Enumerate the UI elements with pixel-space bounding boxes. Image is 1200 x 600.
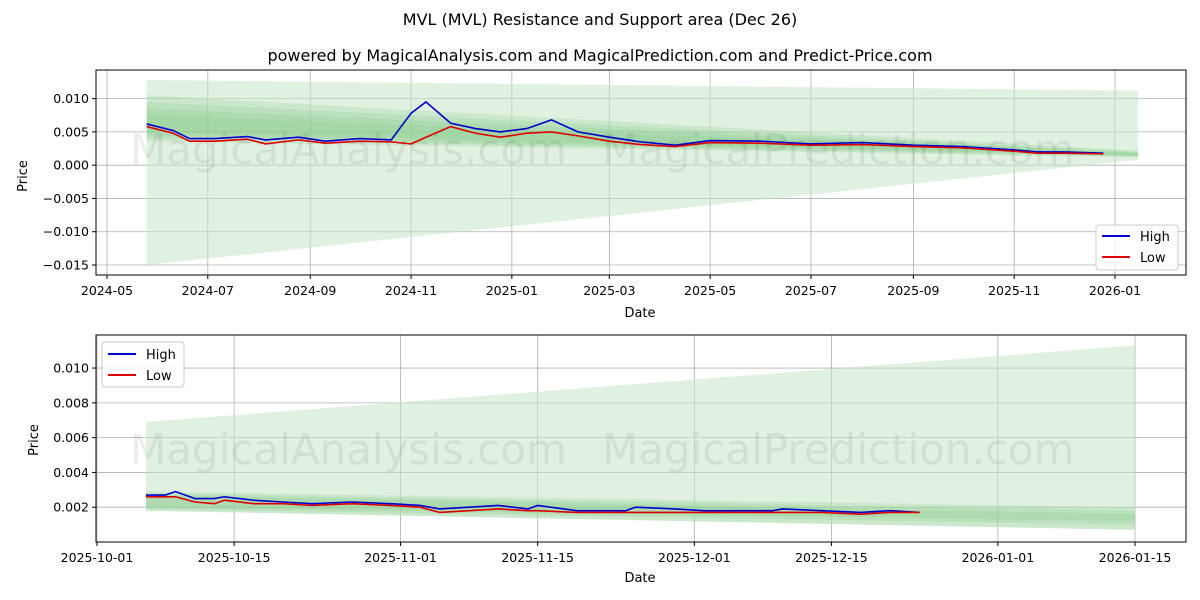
y-tick-label: 0.004 xyxy=(53,465,89,480)
x-tick-label: 2026-01-01 xyxy=(962,550,1035,565)
y-tick-label: 0.000 xyxy=(53,158,89,173)
chart-subtitle: powered by MagicalAnalysis.com and Magic… xyxy=(267,46,933,65)
bottom-high-line xyxy=(145,490,920,514)
x-tick-label: 2025-09 xyxy=(887,283,939,298)
top-y-label: Price xyxy=(16,160,31,192)
top-low-line xyxy=(146,125,1104,155)
x-tick-label: 2025-03 xyxy=(583,283,635,298)
x-tick-label: 2025-12-01 xyxy=(658,550,731,565)
bottom-x-label: Date xyxy=(624,571,655,586)
y-tick-label: 0.005 xyxy=(53,124,89,139)
top-legend: High Low xyxy=(1095,224,1179,271)
y-tick-label: 0.010 xyxy=(53,361,89,376)
top-axes-frame xyxy=(95,69,1187,276)
top-x-label: Date xyxy=(624,306,655,321)
legend-high-label: High xyxy=(1140,230,1170,245)
legend-low-label: Low xyxy=(1140,251,1166,266)
legend-low-label: Low xyxy=(146,369,172,384)
bottom-legend: High Low xyxy=(101,341,185,388)
watermark-left-bottom: MagicalAnalysis.com xyxy=(130,425,567,474)
x-tick-label: 2025-10-15 xyxy=(198,550,271,565)
y-tick-label: 0.002 xyxy=(53,500,89,515)
x-tick-label: 2024-09 xyxy=(284,283,336,298)
x-tick-label: 2024-05 xyxy=(81,283,133,298)
watermark-left: MagicalAnalysis.com xyxy=(130,125,567,174)
x-tick-label: 2024-11 xyxy=(385,283,437,298)
watermark-right-bottom: MagicalPrediction.com xyxy=(602,425,1075,474)
bottom-axes-frame xyxy=(95,334,1187,543)
bottom-low-line xyxy=(145,495,920,515)
x-tick-label: 2025-11-15 xyxy=(501,550,574,565)
x-tick-label: 2025-11-01 xyxy=(364,550,437,565)
x-tick-label: 2025-05 xyxy=(684,283,736,298)
x-tick-label: 2024-07 xyxy=(182,283,234,298)
top-high-line xyxy=(146,100,1104,154)
top-y-axis: 0.010 0.005 0.000 −0.005 −0.010 −0.015 xyxy=(43,91,96,273)
x-tick-label: 2026-01-15 xyxy=(1099,550,1172,565)
top-x-axis: 2024-05 2024-07 2024-09 2024-11 2025-01 2025-… xyxy=(81,275,1141,298)
x-tick-label: 2025-07 xyxy=(785,283,837,298)
bottom-support-resistance-bands xyxy=(145,345,1135,530)
x-tick-label: 2026-01 xyxy=(1089,283,1141,298)
y-tick-label: 0.006 xyxy=(53,430,89,445)
y-tick-label: 0.008 xyxy=(53,395,89,410)
bottom-panel: MagicalAnalysis.com MagicalPrediction.co… xyxy=(27,334,1187,586)
bottom-y-label: Price xyxy=(27,424,42,456)
y-tick-label: −0.010 xyxy=(43,224,89,239)
x-tick-label: 2025-12-15 xyxy=(795,550,868,565)
x-tick-label: 2025-10-01 xyxy=(61,550,134,565)
top-panel: MagicalAnalysis.com MagicalPrediction.co… xyxy=(16,69,1187,321)
y-tick-label: −0.015 xyxy=(43,258,89,273)
bottom-x-axis: 2025-10-01 2025-10-15 2025-11-01 2025-11-15… xyxy=(61,542,1172,565)
chart-suptitle: MVL (MVL) Resistance and Support area (D… xyxy=(402,10,798,29)
y-tick-label: 0.010 xyxy=(53,91,89,106)
legend-high-label: High xyxy=(146,348,176,363)
x-tick-label: 2025-11 xyxy=(988,283,1040,298)
bottom-y-axis: 0.010 0.008 0.006 0.004 0.002 xyxy=(53,361,96,515)
x-tick-label: 2025-01 xyxy=(486,283,538,298)
y-tick-label: −0.005 xyxy=(43,191,89,206)
